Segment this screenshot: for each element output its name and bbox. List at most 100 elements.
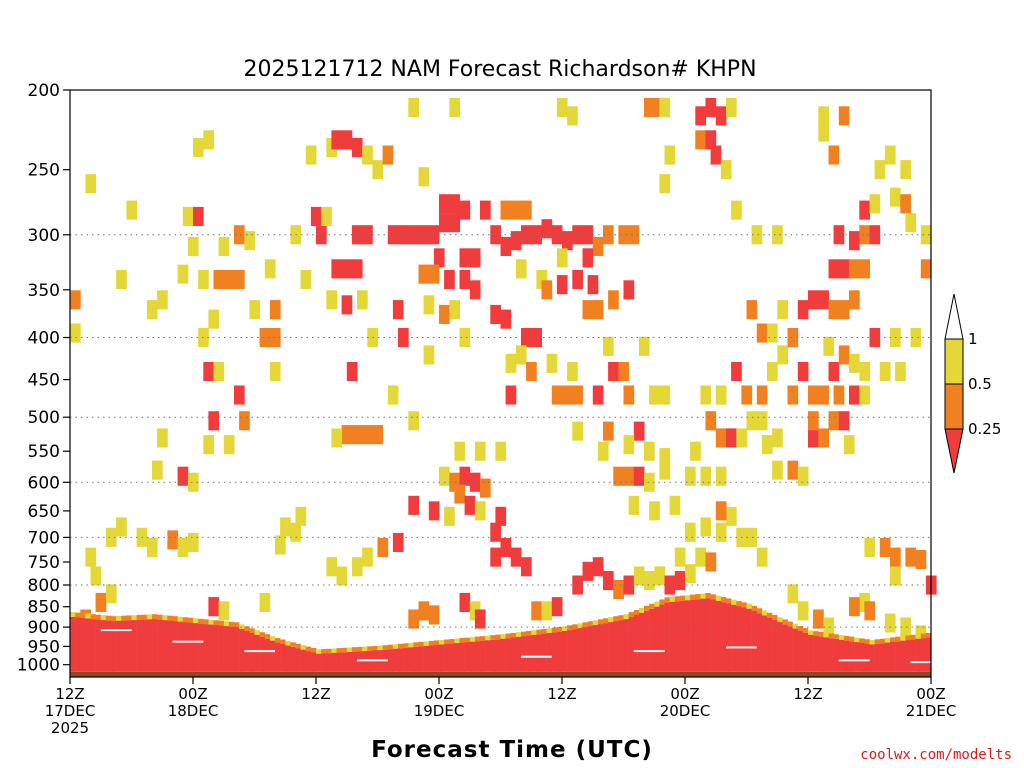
heatmap-cell bbox=[521, 557, 532, 577]
boundary-layer-rim bbox=[551, 627, 558, 633]
heatmap-cell bbox=[459, 592, 471, 612]
boundary-layer-rim bbox=[577, 623, 583, 629]
heatmap-cell bbox=[116, 517, 127, 537]
heatmap-cell bbox=[797, 300, 809, 320]
heatmap-cell bbox=[351, 138, 363, 158]
boundary-layer-band bbox=[854, 642, 860, 672]
boundary-layer-band bbox=[715, 600, 722, 672]
boundary-layer-rim bbox=[700, 593, 706, 599]
heatmap-cell bbox=[603, 421, 614, 441]
heatmap-cell bbox=[582, 248, 594, 268]
boundary-layer-band bbox=[879, 643, 886, 672]
boundary-layer-band bbox=[638, 612, 645, 672]
boundary-layer-band bbox=[920, 638, 927, 672]
boundary-layer-rim bbox=[428, 640, 435, 646]
boundary-layer-band bbox=[398, 648, 404, 672]
heatmap-cell bbox=[182, 206, 194, 226]
x-tick-label: 12Z bbox=[55, 685, 84, 703]
boundary-layer-band bbox=[249, 633, 255, 672]
boundary-layer-band bbox=[628, 617, 634, 672]
heatmap-cell bbox=[572, 575, 583, 595]
x-tick-label: 00Z bbox=[178, 685, 207, 703]
heatmap-cell bbox=[818, 385, 829, 405]
boundary-layer-rim bbox=[541, 628, 547, 634]
y-axis: 200 250 300 350 400 450 500 550 600 650 700 750 8008… bbox=[17, 81, 70, 676]
heatmap-cell bbox=[331, 130, 343, 150]
heatmap-cell bbox=[500, 537, 512, 557]
legend-label: 1 bbox=[968, 330, 978, 348]
heatmap-cell bbox=[187, 532, 199, 552]
heatmap-cell bbox=[859, 225, 870, 245]
heatmap-cell bbox=[351, 557, 363, 577]
boundary-layer-band bbox=[608, 622, 614, 672]
heatmap-cell bbox=[669, 495, 681, 515]
boundary-layer-band bbox=[587, 626, 593, 672]
x-tick-label: 17DEC bbox=[45, 702, 96, 720]
y-tick-label: 500 bbox=[28, 408, 60, 428]
heatmap-cell bbox=[269, 328, 281, 348]
heatmap-cell bbox=[146, 537, 158, 557]
boundary-layer-rim bbox=[505, 633, 511, 639]
boundary-layer-band bbox=[849, 641, 855, 672]
boundary-layer-rim bbox=[152, 614, 158, 620]
boundary-layer-band bbox=[787, 626, 793, 672]
band-streak bbox=[633, 650, 665, 653]
heatmap-cell bbox=[808, 411, 819, 431]
heatmap-cell bbox=[474, 501, 486, 521]
heatmap-cell bbox=[556, 97, 568, 117]
boundary-layer-band bbox=[285, 645, 291, 672]
boundary-layer-band bbox=[597, 624, 604, 672]
boundary-layer-rim bbox=[193, 618, 199, 624]
heatmap-cell bbox=[521, 225, 532, 245]
boundary-layer-rim bbox=[797, 626, 804, 631]
boundary-layer-rim bbox=[167, 615, 173, 621]
boundary-layer-band bbox=[70, 617, 76, 672]
legend: 1 0.5 0.25 bbox=[944, 293, 1001, 474]
heatmap-cell bbox=[280, 517, 291, 537]
boundary-layer-rim bbox=[111, 616, 117, 622]
boundary-layer-band bbox=[808, 634, 814, 672]
boundary-layer-rim bbox=[843, 635, 850, 641]
boundary-layer-rim bbox=[321, 649, 327, 654]
heatmap-cell bbox=[849, 259, 860, 279]
heatmap-cell bbox=[90, 566, 102, 586]
heatmap-cell bbox=[269, 362, 281, 382]
boundary-layer-rim bbox=[813, 631, 819, 636]
heatmap-cell bbox=[664, 145, 676, 165]
heatmap-cell bbox=[428, 605, 440, 625]
heatmap-cell bbox=[628, 225, 640, 245]
boundary-layer-band bbox=[705, 598, 711, 672]
boundary-layer-rim bbox=[464, 637, 470, 643]
boundary-layer-band bbox=[275, 642, 281, 672]
heatmap-cell bbox=[628, 495, 640, 515]
boundary-layer-band bbox=[546, 633, 552, 672]
heatmap-cell bbox=[864, 537, 876, 557]
heatmap-cell bbox=[562, 385, 573, 405]
boundary-layer-rim bbox=[905, 635, 911, 641]
boundary-layer-rim bbox=[515, 632, 522, 637]
heatmap-cell bbox=[295, 506, 307, 526]
heatmap-cell bbox=[423, 345, 435, 365]
heatmap-cell bbox=[408, 495, 419, 515]
heatmap-cell bbox=[449, 97, 460, 117]
boundary-layer-band bbox=[613, 621, 619, 672]
boundary-layer-rim bbox=[285, 640, 291, 646]
boundary-layer-band bbox=[490, 639, 496, 672]
heatmap-cell bbox=[654, 566, 665, 586]
heatmap-cell bbox=[341, 259, 353, 279]
boundary-layer-band bbox=[357, 651, 363, 672]
boundary-layer-rim bbox=[387, 644, 394, 650]
boundary-layer-rim bbox=[587, 621, 593, 627]
boundary-layer-rim bbox=[259, 632, 265, 637]
x-axis-label: Forecast Time (UTC) bbox=[371, 737, 653, 763]
heatmap-cell bbox=[510, 200, 522, 220]
heatmap-cell bbox=[608, 290, 619, 310]
boundary-layer-rim bbox=[75, 612, 81, 618]
heatmap-cell bbox=[70, 290, 81, 310]
heatmap-cell bbox=[700, 517, 712, 537]
band-streak bbox=[838, 659, 870, 662]
heatmap-cell bbox=[362, 547, 373, 567]
boundary-layer-band bbox=[362, 651, 368, 672]
heatmap-cell bbox=[418, 601, 430, 621]
